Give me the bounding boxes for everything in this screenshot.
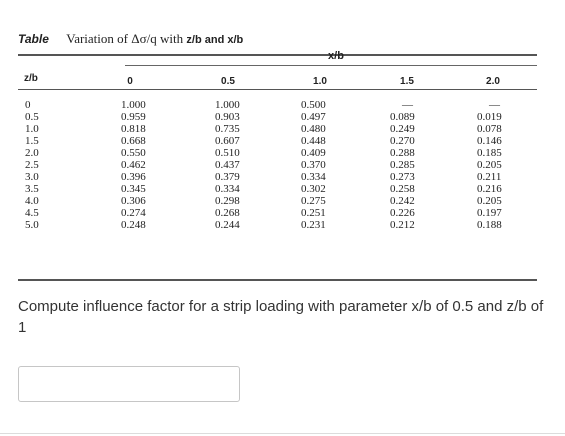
table-cell: 0.550 [121,147,146,159]
table-cell: — [402,99,413,111]
column-x-b-0: 1.000 0.959 0.818 0.668 0.550 0.462 0.39… [121,99,146,231]
group-header: x/b [328,50,344,62]
table-cell: 0.437 [215,159,240,171]
table-cell: 0.903 [215,111,240,123]
table-cell: 0.258 [390,183,415,195]
table-label: Table [18,32,49,46]
table-header-rule [18,89,537,90]
table-cell: 0.409 [301,147,326,159]
table-cell: 4.5 [25,207,39,219]
group-header-rule [125,65,537,66]
column-x-b-05: 1.000 0.903 0.735 0.607 0.510 0.437 0.37… [215,99,240,231]
table-cell: 0.270 [390,135,415,147]
table-cell: 0.298 [215,195,240,207]
table-cell: 0.274 [121,207,146,219]
col-header-0: 0 [127,76,133,87]
table-cell: 0.959 [121,111,146,123]
column-x-b-15: — 0.089 0.249 0.270 0.288 0.285 0.273 0.… [390,99,415,231]
table-cell: 0.448 [301,135,326,147]
table-cell: 0.231 [301,219,326,231]
table-cell: 0.379 [215,171,240,183]
table-cell: 0.249 [390,123,415,135]
table-cell: — [489,99,500,111]
table-cell: 2.5 [25,159,39,171]
question-text: Compute influence factor for a strip loa… [18,298,544,336]
table-cell: 0.302 [301,183,326,195]
table-cell: 0.510 [215,147,240,159]
table-cell: 0.226 [390,207,415,219]
table-cell: 0.345 [121,183,146,195]
table-cell: 0.146 [477,135,502,147]
table-cell: 0.244 [215,219,240,231]
table-cell: 0.334 [215,183,240,195]
table-cell: 0.285 [390,159,415,171]
table-cell: 0.019 [477,111,502,123]
col-header-10: 1.0 [313,76,327,87]
table-cell: 0.480 [301,123,326,135]
column-x-b-20: — 0.019 0.078 0.146 0.185 0.205 0.211 0.… [477,99,502,231]
table-cell: 0.500 [301,99,326,111]
table-cell: 0.668 [121,135,146,147]
table-cell: 1.0 [25,123,39,135]
table-cell: 5.0 [25,219,39,231]
answer-input[interactable] [18,366,240,402]
table-cell: 0.212 [390,219,415,231]
table-bottom-rule [18,279,537,281]
table-top-rule [18,54,537,56]
table-cell: 0.497 [301,111,326,123]
table-cell: 0.078 [477,123,502,135]
table-cell: 0.735 [215,123,240,135]
column-x-b-10: 0.500 0.497 0.480 0.448 0.409 0.370 0.33… [301,99,326,231]
table-cell: 0.205 [477,159,502,171]
table-cell: 3.5 [25,183,39,195]
table-cell: 0.5 [25,111,39,123]
table-caption: Table Variation of Δσ/q with z/b and x/b [18,31,243,47]
col-header-15: 1.5 [400,76,414,87]
col-header-20: 2.0 [486,76,500,87]
table-cell: 0.396 [121,171,146,183]
table-cell: 2.0 [25,147,39,159]
table-cell: 0.242 [390,195,415,207]
table-cell: 0.216 [477,183,502,195]
table-cell: 0.211 [477,171,502,183]
column-z-b: 0 0.5 1.0 1.5 2.0 2.5 3.0 3.5 4.0 4.5 5.… [25,99,39,231]
table-cell: 4.0 [25,195,39,207]
table-cell: 1.000 [215,99,240,111]
table-cell: 0.275 [301,195,326,207]
table-title-suffix: z/b and x/b [186,34,244,46]
table-cell: 0.334 [301,171,326,183]
table-cell: 0.370 [301,159,326,171]
table-cell: 0.306 [121,195,146,207]
table-cell: 0 [25,99,31,111]
table-cell: 0.288 [390,147,415,159]
table-cell: 0.205 [477,195,502,207]
table-cell: 1.000 [121,99,146,111]
table-cell: 0.818 [121,123,146,135]
table-cell: 0.188 [477,219,502,231]
table-cell: 0.268 [215,207,240,219]
table-cell: 0.248 [121,219,146,231]
table-cell: 0.607 [215,135,240,147]
table-cell: 0.462 [121,159,146,171]
table-title: Variation of Δσ/q with [66,31,184,46]
divider [0,433,565,434]
table-cell: 0.185 [477,147,502,159]
table-cell: 0.273 [390,171,415,183]
col-header-05: 0.5 [221,76,235,87]
table-cell: 0.251 [301,207,326,219]
table-cell: 1.5 [25,135,39,147]
row-header: z/b [24,73,38,84]
table-cell: 3.0 [25,171,39,183]
table-cell: 0.089 [390,111,415,123]
table-cell: 0.197 [477,207,502,219]
